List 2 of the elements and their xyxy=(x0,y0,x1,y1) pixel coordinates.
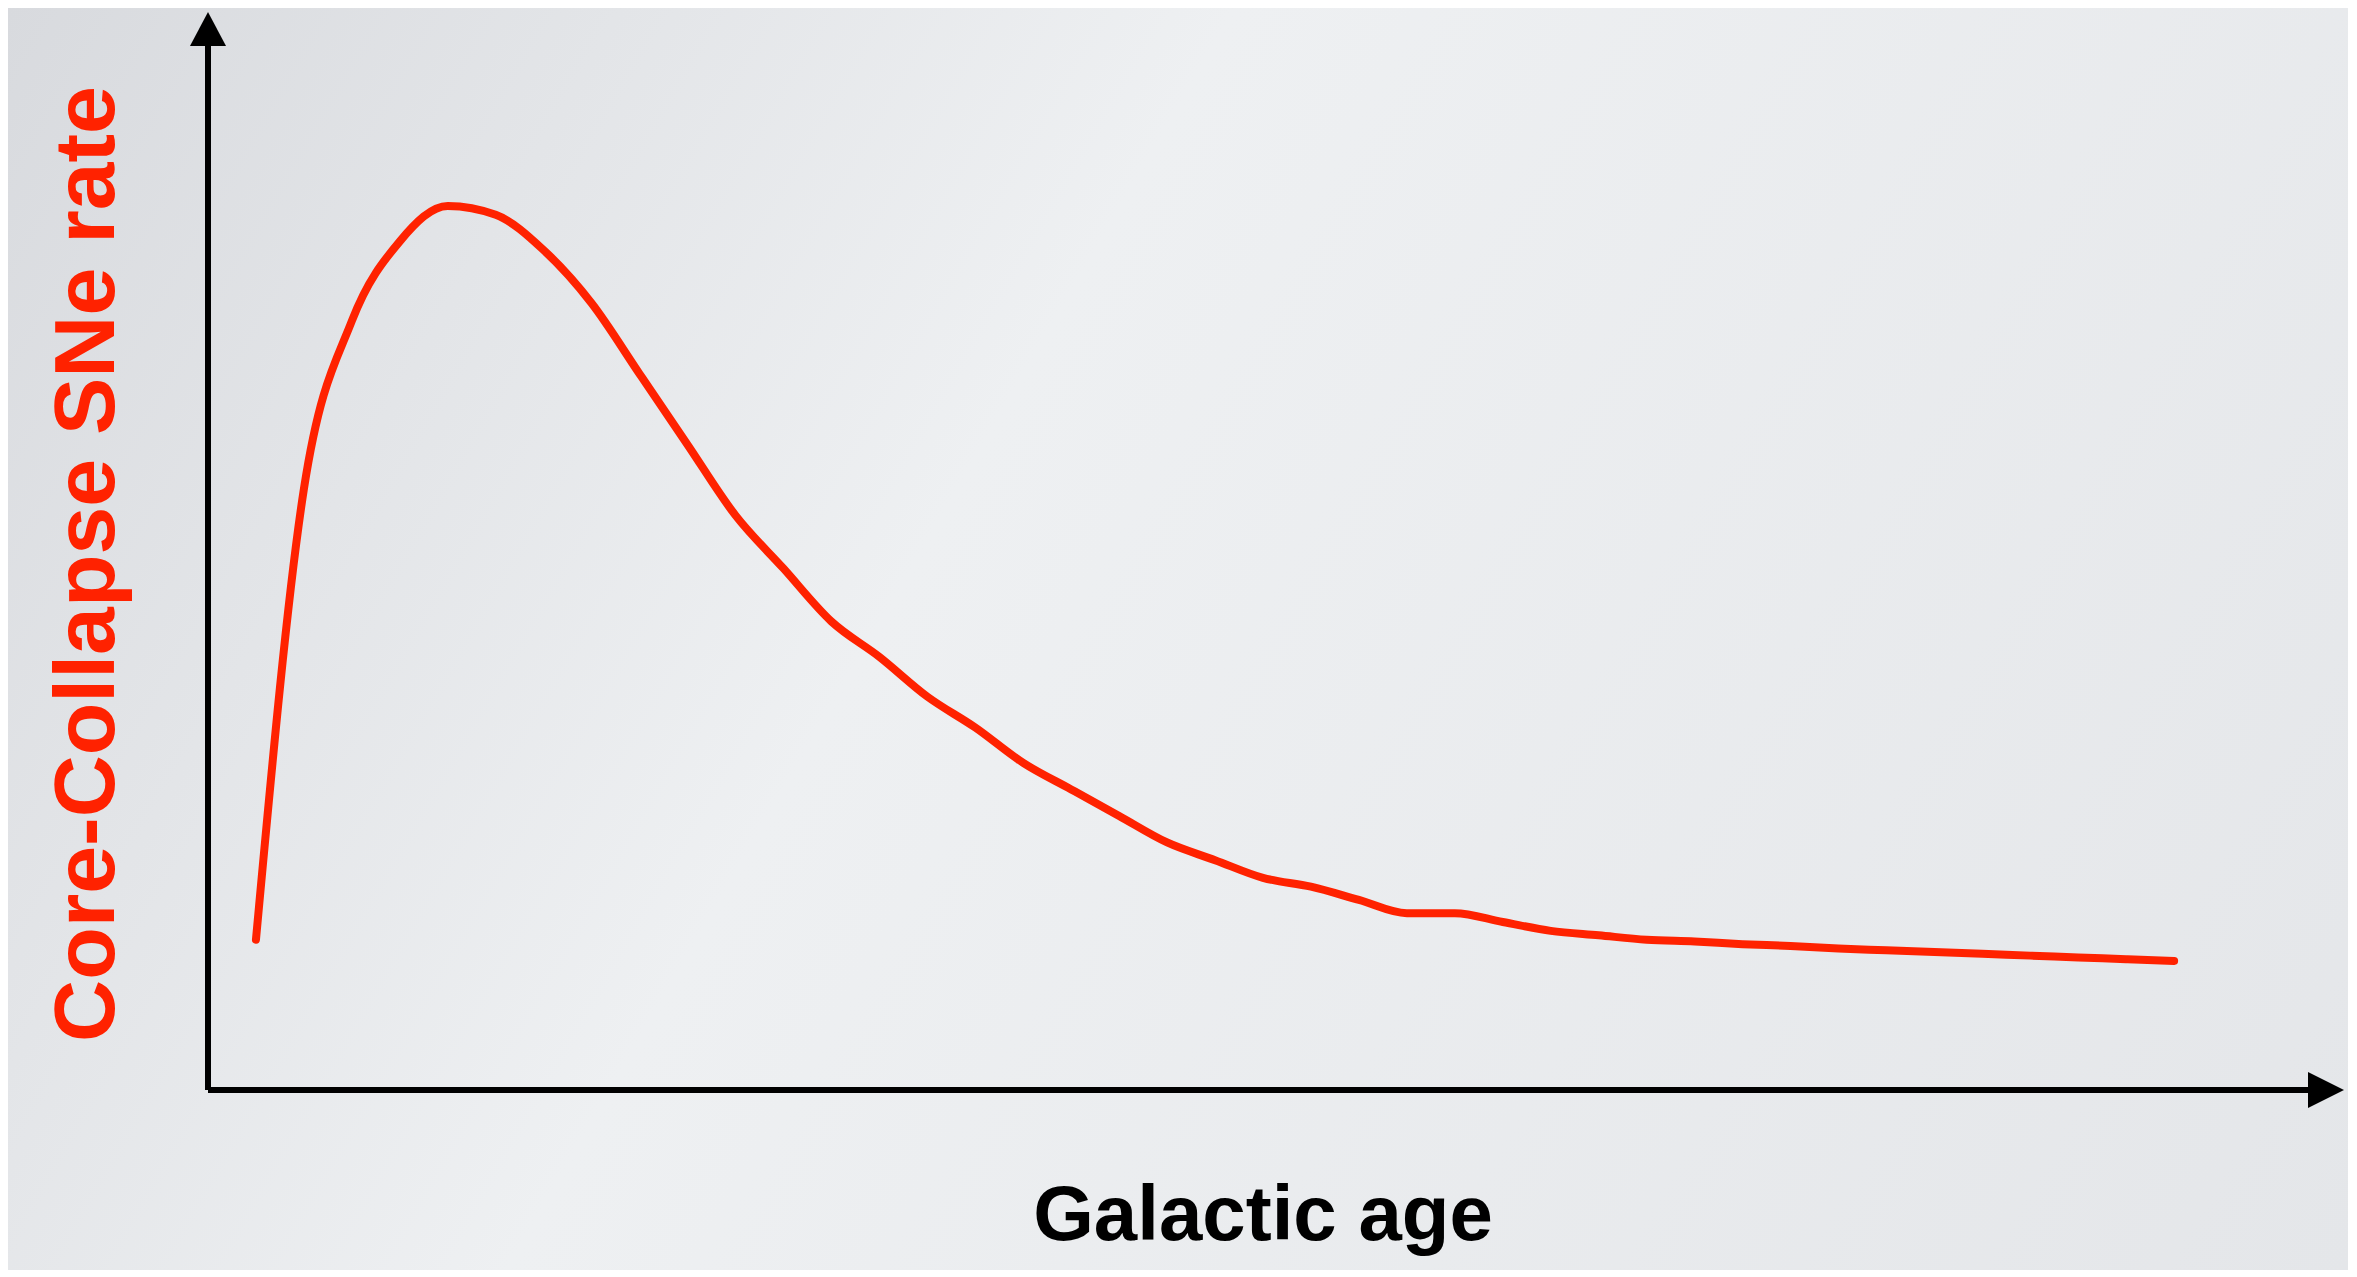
x-axis-title: Galactic age xyxy=(1033,1169,1493,1257)
y-axis-title: Core-Collapse SNe rate xyxy=(35,86,132,1042)
